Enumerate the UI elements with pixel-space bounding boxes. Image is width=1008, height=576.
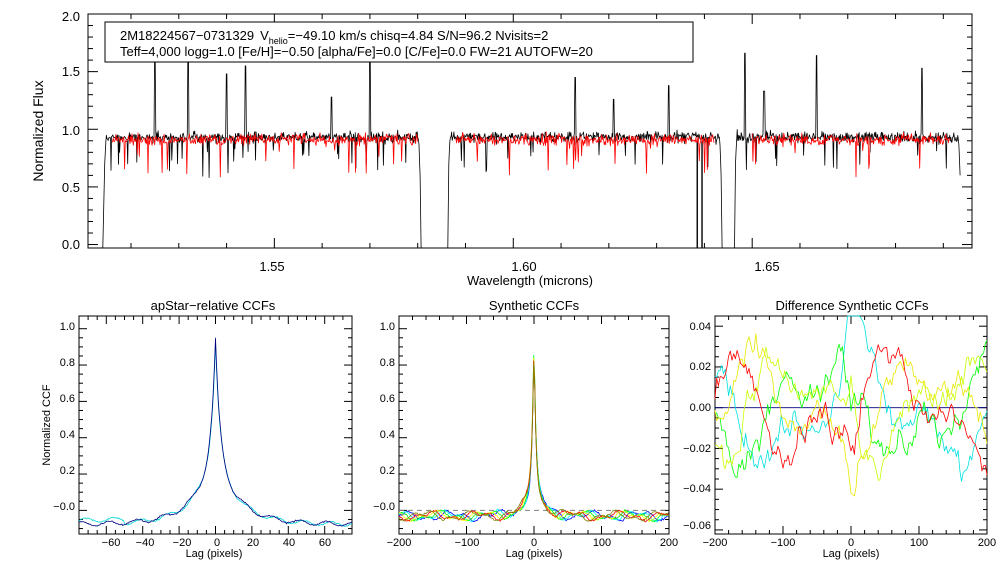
apstar-ytick-label: 0.6 (60, 393, 75, 405)
spectrum-xtick-label: 1.55 (259, 259, 284, 274)
spectrum-ylabel: Normalized Flux (30, 80, 46, 181)
difference-xtick-label: −100 (771, 537, 796, 549)
difference-ccf-ticks (714, 316, 988, 534)
apstar-xlabel: Lag (pixels) (186, 548, 243, 560)
synthetic-xtick-label: 0 (531, 537, 537, 549)
visit-1-ccf-line (78, 337, 353, 527)
spectrum-ytick-label: 2.0 (62, 9, 80, 24)
model-spectrum-line (455, 131, 715, 176)
apstar-ytick-label: 1.0 (60, 321, 75, 333)
difference-ccf-panel: Difference Synthetic CCFs −200 −100 0 10… (683, 298, 996, 560)
spectrum-series (102, 45, 961, 249)
apstar-xtick-label: 40 (283, 537, 295, 549)
spectrum-ticks (88, 13, 972, 248)
difference-ccf-title: Difference Synthetic CCFs (776, 298, 929, 313)
model-spectrum-line (751, 131, 951, 178)
observed-spectrum-line (447, 77, 723, 249)
apstar-ccf-title: apStar−relative CCFs (151, 298, 276, 313)
annotation-box (104, 21, 694, 63)
synthetic-ytick-label: 0.6 (380, 393, 395, 405)
difference-xlabel: Lag (pixels) (823, 548, 880, 560)
apstar-ytick-label: −0.0 (53, 501, 75, 513)
apstar-xtick-label: 60 (319, 537, 331, 549)
synthetic-ccf-panel: Synthetic CCFs −200 −100 0 100 200 −0.0 … (373, 298, 678, 560)
spectrum-ytick-label: 1.0 (62, 123, 80, 138)
synthetic-xtick-label: −200 (387, 537, 412, 549)
spectrum-frame (87, 13, 973, 249)
difference-ytick-label: −0.04 (683, 483, 711, 495)
synthetic-ytick-label: 0.2 (380, 465, 395, 477)
spectrum-xlabel: Wavelength (microns) (467, 273, 593, 288)
spectrum-xtick-label: 1.65 (754, 259, 779, 274)
annotation-star-id: 2M18224567−0731329 (120, 28, 254, 43)
synthetic-ytick-label: 0.8 (380, 357, 395, 369)
apstar-xtick-label: −40 (136, 537, 155, 549)
spectrum-ytick-label: 1.5 (62, 64, 80, 79)
difference-ytick-label: 0.02 (690, 361, 711, 373)
apstar-xtick-label: 20 (247, 537, 259, 549)
diff-4-line (714, 346, 988, 481)
difference-ytick-label: 0.00 (690, 402, 711, 414)
visit-2-ccf-line (78, 342, 353, 527)
synthetic-ccf-frame (398, 315, 670, 535)
apstar-ccf-ticks (79, 316, 352, 534)
synthetic-ccf-series (398, 355, 669, 523)
apstar-ccf-series (78, 337, 353, 527)
diff-6-line (714, 344, 988, 476)
difference-xtick-label: 100 (910, 537, 928, 549)
annotation-v-symbol: V (260, 28, 269, 43)
observed-spectrum-line (102, 45, 422, 249)
spectrum-ytick-label: 0.0 (62, 237, 80, 252)
difference-ytick-label: −0.02 (683, 443, 711, 455)
diff-3-line (714, 340, 988, 478)
apstar-ytick-label: 0.2 (60, 465, 75, 477)
ccf-5-line (398, 360, 669, 523)
synthetic-xtick-label: −100 (455, 537, 480, 549)
synthetic-xlabel: Lag (pixels) (506, 548, 563, 560)
annotation-v-subscript: helio (269, 36, 288, 46)
apstar-ytick-label: 0.4 (60, 429, 75, 441)
ccf-4-line (398, 357, 669, 522)
apstar-xtick-label: 0 (214, 537, 220, 549)
diff-5-line (714, 333, 988, 497)
ccf-6-line (398, 362, 669, 522)
apstar-xtick-label: −20 (173, 537, 192, 549)
spectrum-ytick-label: 0.5 (62, 180, 80, 195)
annotation-line-1: 2M18224567−0731329 Vhelio=−49.10 km/s chi… (120, 28, 548, 46)
synthetic-xtick-label: 100 (593, 537, 611, 549)
difference-ccf-frame (714, 315, 988, 535)
annotation-line-1-rest: =−49.10 km/s chisq=4.84 S/N=96.2 Nvisits… (288, 28, 549, 43)
diff-2-line (714, 315, 988, 482)
spectrum-panel: 1.55 1.60 1.65 0.0 0.5 1.0 1.5 2.0 Wavel… (30, 9, 973, 288)
apstar-ylabel: Normalized CCF (41, 384, 53, 466)
difference-ytick-label: −0.06 (683, 520, 711, 532)
difference-xtick-label: 200 (978, 537, 996, 549)
spectrum-xtick-label: 1.60 (511, 259, 536, 274)
annotation-line-2: Teff=4,000 logg=1.0 [Fe/H]=−0.50 [alpha/… (120, 44, 593, 59)
difference-ytick-label: 0.04 (690, 321, 711, 333)
synthetic-xtick-label: 200 (660, 537, 678, 549)
synthetic-ccf-title: Synthetic CCFs (489, 298, 580, 313)
apstar-xtick-label: −60 (102, 537, 121, 549)
difference-xtick-label: 0 (848, 537, 854, 549)
synthetic-ytick-label: 0.4 (380, 429, 395, 441)
synthetic-ccf-ticks (398, 316, 670, 534)
observed-spectrum-line (734, 52, 961, 249)
difference-xtick-label: −200 (703, 537, 728, 549)
model-spectrum-line (111, 132, 419, 178)
difference-ccf-series (714, 315, 988, 497)
apstar-ytick-label: 0.8 (60, 357, 75, 369)
apstar-ccf-panel: apStar−relative CCFs −60 −40 −20 0 20 40… (41, 298, 353, 560)
synthetic-ytick-label: −0.0 (373, 501, 395, 513)
synthetic-ytick-label: 1.0 (380, 321, 395, 333)
